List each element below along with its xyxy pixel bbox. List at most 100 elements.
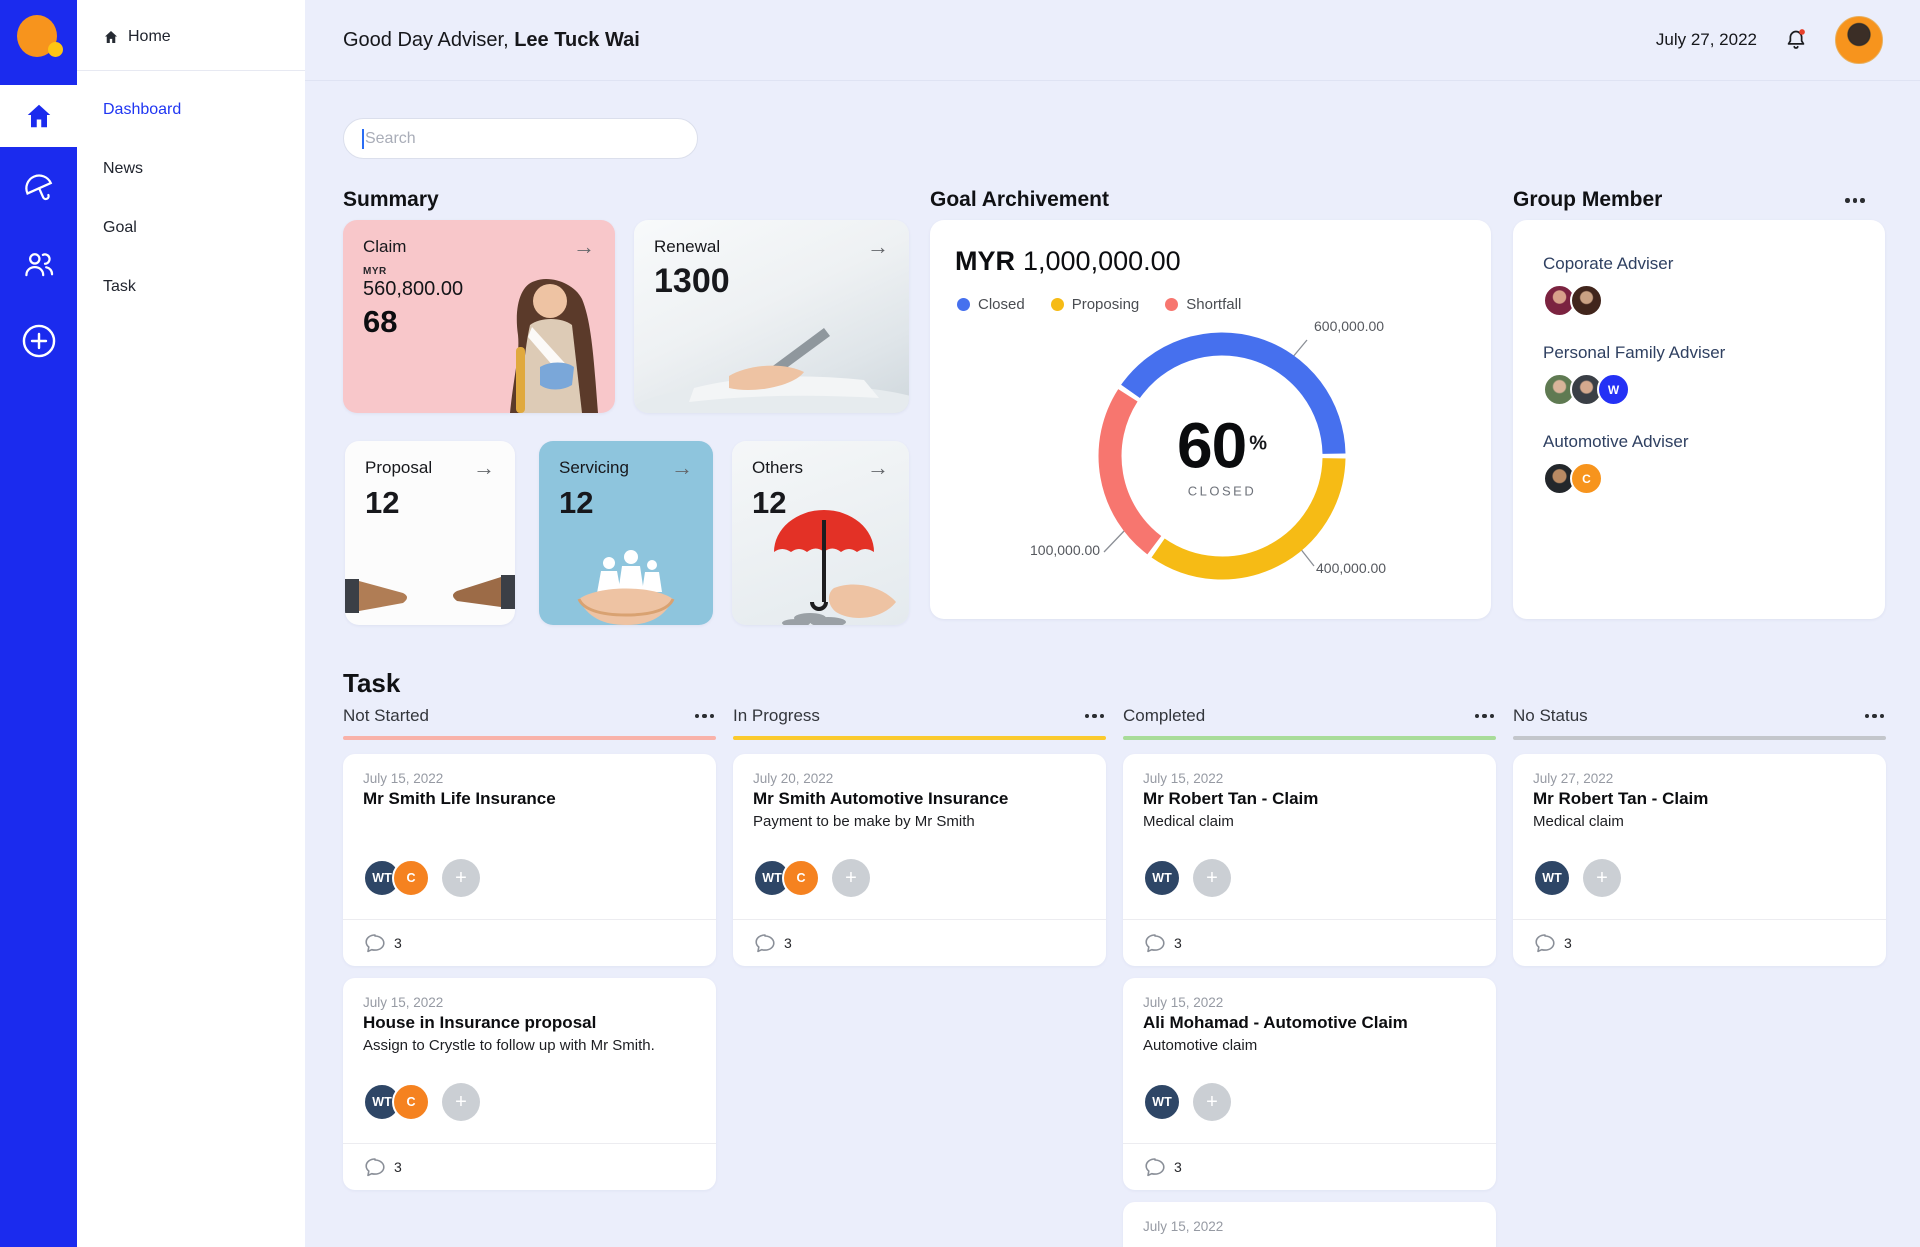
assignee-chip[interactable]: WT bbox=[1533, 859, 1571, 897]
home-icon bbox=[27, 104, 50, 128]
task-card[interactable]: July 15, 2022 Mr Smith Life Insurance WT… bbox=[343, 754, 716, 966]
summary-card-renewal[interactable]: Renewal → 1300 bbox=[634, 220, 909, 413]
claim-amount: 560,800.00 bbox=[363, 278, 464, 300]
arrow-right-icon[interactable]: → bbox=[573, 234, 595, 259]
task-title: Ali Mohamad - Automotive Claim bbox=[1143, 1013, 1408, 1032]
summary-card-claim[interactable]: Claim → MYR 560,800.00 68 bbox=[343, 220, 615, 413]
others-photo-illustration bbox=[774, 510, 896, 625]
task-card[interactable]: July 27, 2022 Mr Robert Tan - Claim Medi… bbox=[1513, 754, 1886, 966]
task-date: July 15, 2022 bbox=[1143, 771, 1224, 786]
task-card[interactable]: July 20, 2022 Mr Smith Automotive Insura… bbox=[733, 754, 1106, 966]
add-assignee-button[interactable]: + bbox=[1193, 1083, 1231, 1121]
card-label: Servicing bbox=[559, 458, 629, 477]
task-card[interactable]: July 15, 2022 Ali Mohamad - Automotive C… bbox=[1123, 978, 1496, 1190]
group-avatars: C bbox=[1543, 462, 1885, 495]
column-more-button[interactable] bbox=[1474, 713, 1494, 719]
rail-item-home[interactable] bbox=[0, 85, 77, 147]
add-assignee-button[interactable]: + bbox=[442, 1083, 480, 1121]
column-more-button[interactable] bbox=[694, 713, 714, 719]
member-photo-avatar[interactable] bbox=[1570, 284, 1603, 317]
user-avatar[interactable] bbox=[1835, 16, 1883, 64]
assignee-chip[interactable]: C bbox=[392, 1083, 430, 1121]
task-board: Not Started July 15, 2022 Mr Smith Life … bbox=[343, 706, 1886, 1247]
group-member-more-button[interactable] bbox=[1845, 198, 1865, 203]
task-date: July 15, 2022 bbox=[1143, 1219, 1224, 1234]
renewal-photo-illustration bbox=[634, 328, 909, 413]
claim-photo-illustration bbox=[510, 279, 598, 413]
add-assignee-button[interactable]: + bbox=[1583, 859, 1621, 897]
task-column-no-status: No Status July 27, 2022 Mr Robert Tan - … bbox=[1513, 706, 1886, 1247]
legend-dot bbox=[957, 298, 970, 311]
group-label-automotive: Automotive Adviser bbox=[1543, 432, 1689, 451]
rail-item-clients[interactable] bbox=[0, 246, 77, 282]
column-label: In Progress bbox=[733, 706, 820, 725]
comment-icon bbox=[1145, 1158, 1165, 1177]
plus-circle-icon bbox=[22, 324, 55, 358]
task-card[interactable]: July 15, 2022 Mr Robert Tan - Claim Medi… bbox=[1123, 754, 1496, 966]
search-input[interactable] bbox=[364, 129, 679, 148]
task-title: Mr Robert Tan - Claim bbox=[1143, 789, 1319, 808]
search-bar[interactable] bbox=[343, 118, 698, 159]
currency-label: MYR bbox=[363, 266, 387, 277]
task-column-in-progress: In Progress July 20, 2022 Mr Smith Autom… bbox=[733, 706, 1106, 1247]
goal-amount: MYR 1,000,000.00 bbox=[955, 246, 1181, 277]
goal-achievement-card: MYR 1,000,000.00 Closed Proposing Shortfa… bbox=[930, 220, 1491, 619]
assignee-chip[interactable]: C bbox=[782, 859, 820, 897]
task-card[interactable]: July 15, 2022 bbox=[1123, 1202, 1496, 1247]
arrow-right-icon[interactable]: → bbox=[473, 455, 495, 480]
servicing-count: 12 bbox=[559, 485, 594, 520]
comment-count: 3 bbox=[394, 935, 402, 951]
summary-card-proposal[interactable]: Proposal → 12 bbox=[345, 441, 515, 625]
comment-count: 3 bbox=[1564, 935, 1572, 951]
rail-item-insurance[interactable] bbox=[0, 170, 77, 206]
summary-card-servicing[interactable]: Servicing → 12 bbox=[539, 441, 713, 625]
renewal-count: 1300 bbox=[654, 262, 730, 300]
add-assignee-button[interactable]: + bbox=[832, 859, 870, 897]
comment-icon bbox=[755, 934, 775, 953]
arrow-right-icon[interactable]: → bbox=[867, 234, 889, 259]
sidebar-item-task[interactable]: Task bbox=[103, 278, 136, 295]
sidebar-home-header[interactable]: Home bbox=[77, 0, 305, 46]
people-icon bbox=[24, 253, 53, 277]
assignee-chip[interactable]: WT bbox=[1143, 1083, 1181, 1121]
legend-item-closed: Closed bbox=[957, 296, 1025, 313]
add-assignee-button[interactable]: + bbox=[442, 859, 480, 897]
add-assignee-button[interactable]: + bbox=[1193, 859, 1231, 897]
summary-card-others[interactable]: Others → 12 bbox=[732, 441, 909, 625]
notifications-button[interactable] bbox=[1783, 27, 1809, 53]
column-accent-bar bbox=[733, 736, 1106, 740]
legend-dot bbox=[1050, 298, 1064, 311]
assignee-chip[interactable]: WT bbox=[1143, 859, 1181, 897]
proposal-photo-illustration bbox=[345, 575, 515, 613]
arrow-right-icon[interactable]: → bbox=[671, 455, 693, 480]
task-title: House in Insurance proposal bbox=[363, 1013, 597, 1032]
column-label: Completed bbox=[1123, 706, 1206, 725]
bell-icon bbox=[1787, 29, 1805, 49]
task-card[interactable]: July 15, 2022 House in Insurance proposa… bbox=[343, 978, 716, 1190]
group-member-card: Coporate Adviser Personal Family Adviser… bbox=[1513, 220, 1885, 619]
group-member-title: Group Member bbox=[1513, 188, 1663, 211]
card-label: Renewal bbox=[654, 237, 721, 256]
greeting-prefix: Good Day Adviser, bbox=[343, 28, 509, 51]
comment-count: 3 bbox=[784, 935, 792, 951]
column-more-button[interactable] bbox=[1864, 713, 1884, 719]
card-label: Proposal bbox=[365, 458, 433, 477]
column-label: Not Started bbox=[343, 706, 429, 725]
arrow-right-icon[interactable]: → bbox=[867, 455, 889, 480]
sidebar-item-news[interactable]: News bbox=[103, 160, 144, 177]
greeting: Good Day Adviser, Lee Tuck Wai bbox=[343, 29, 640, 52]
assignee-chip[interactable]: C bbox=[392, 859, 430, 897]
notification-dot bbox=[1799, 29, 1805, 35]
member-initial-avatar[interactable]: C bbox=[1570, 462, 1603, 495]
member-initial-avatar[interactable]: W bbox=[1597, 373, 1630, 406]
sidebar-item-dashboard[interactable]: Dashboard bbox=[103, 101, 182, 118]
goal-title: Goal Archivement bbox=[930, 188, 1109, 211]
rail-item-add[interactable] bbox=[0, 320, 77, 362]
group-avatars: W bbox=[1543, 373, 1885, 406]
app-logo[interactable] bbox=[0, 0, 77, 77]
claim-count: 68 bbox=[363, 304, 398, 339]
sidebar-item-goal[interactable]: Goal bbox=[103, 219, 137, 236]
group-label-corporate: Coporate Adviser bbox=[1543, 254, 1674, 273]
column-more-button[interactable] bbox=[1084, 713, 1104, 719]
task-desc: Medical claim bbox=[1143, 813, 1234, 830]
